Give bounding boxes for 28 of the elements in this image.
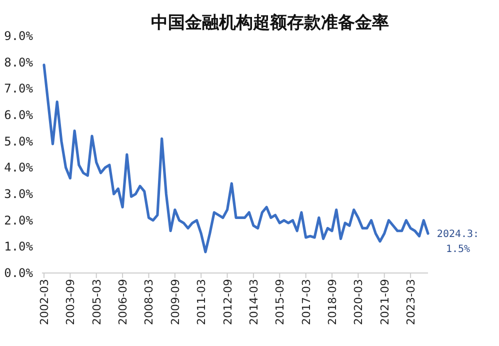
x-tick-label: 2015-09 (274, 279, 287, 325)
y-tick-label: 4.0% (4, 160, 34, 175)
x-tick-label: 2012-09 (221, 279, 234, 325)
x-tick-label: 2002-03 (38, 279, 51, 325)
x-tick-label: 2020-03 (352, 279, 366, 325)
x-tick-label: 2014-03 (247, 279, 260, 325)
y-tick-label: 8.0% (4, 55, 34, 70)
text: 2024.3: 1.5% (436, 229, 480, 255)
x-tick-label: 2021-09 (378, 279, 392, 325)
x-tick-label: 2003-09 (64, 279, 78, 325)
y-tick-label: 1.0% (4, 240, 34, 254)
x-tick-label: 2018-09 (326, 279, 339, 325)
y-tick-label: 7.0% (4, 82, 34, 96)
x-tick-label: 2017-03 (300, 279, 313, 325)
x-tick-label: 2009-09 (168, 279, 182, 325)
x-tick-label: 2008-03 (142, 279, 156, 325)
x-tick-label: 2011-03 (195, 279, 208, 325)
y-tick-label: 6.0% (4, 108, 34, 122)
y-tick-label: 5.0% (4, 134, 34, 148)
x-tick-label: 2023-03 (404, 279, 418, 325)
x-tick-label: 2005-03 (90, 279, 104, 325)
chart-title: 中国金融机构超额存款准备金率 (151, 13, 389, 33)
y-tick-label: 9.0% (4, 29, 34, 43)
y-tick-label: 0.0% (4, 266, 34, 280)
y-tick-label: 3.0% (4, 187, 34, 201)
line-series (42, 64, 430, 254)
y-tick-label: 2.0% (4, 213, 34, 228)
x-tick-label: 2006-09 (116, 279, 130, 325)
